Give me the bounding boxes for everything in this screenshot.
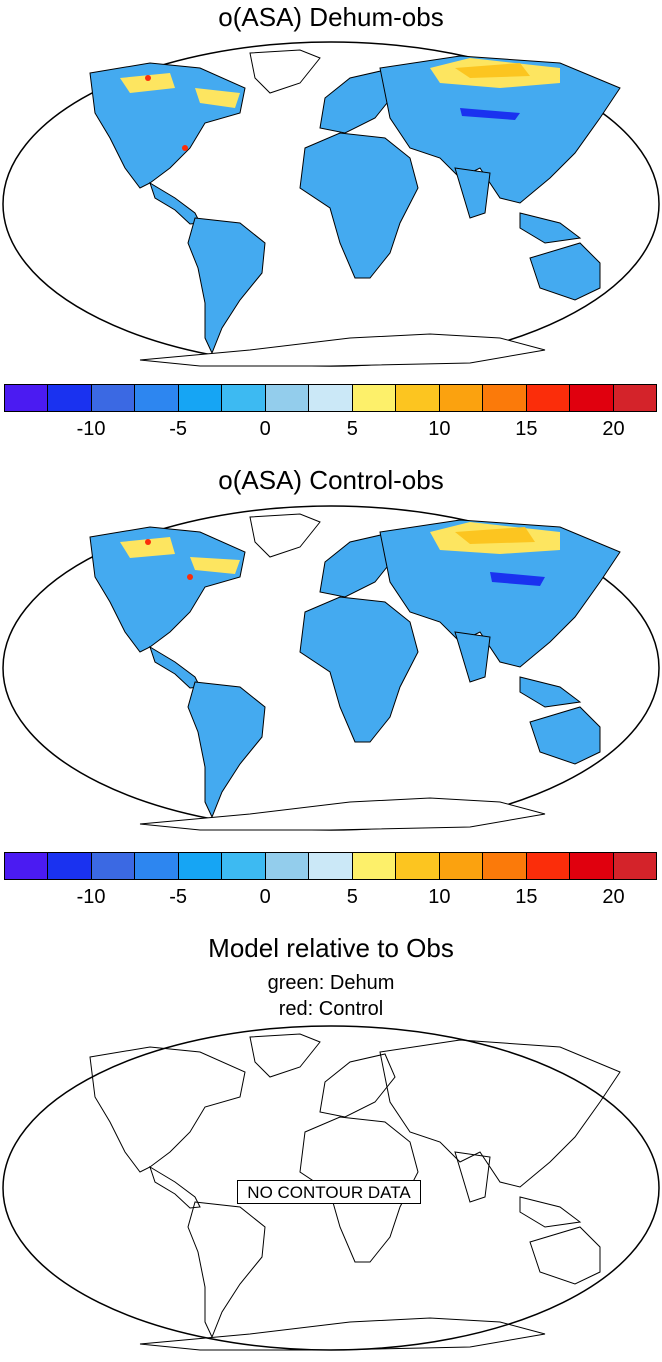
map-control-obs-content	[2, 505, 660, 831]
colorbar-tick-label: 20	[602, 418, 625, 440]
panel3-title: Model relative to Obs	[208, 933, 454, 963]
colorbar-box	[352, 853, 397, 879]
panel3-subtitle-control: red: Control	[278, 998, 384, 1020]
colorbar-box	[178, 385, 223, 411]
map-control-obs	[2, 505, 660, 831]
colorbar-tick-label: -10	[76, 418, 106, 440]
colorbar-tick-label: 0	[259, 886, 271, 908]
colorbar-box	[352, 385, 397, 411]
colorbar-box	[5, 853, 49, 879]
colorbar-box	[48, 385, 92, 411]
colorbar-box	[265, 853, 310, 879]
colorbar-box	[178, 853, 223, 879]
panel1-title: o(ASA) Dehum-obs	[218, 2, 444, 32]
colorbar-box	[309, 385, 353, 411]
colorbar-tick-label: 20	[602, 886, 625, 908]
colorbar-tick-label: 0	[259, 418, 271, 440]
colorbar-tick-label: 10	[428, 418, 451, 440]
colorbar-box	[222, 385, 266, 411]
colorbar-box	[439, 853, 484, 879]
colorbar-box	[439, 385, 484, 411]
colorbar-box	[396, 853, 440, 879]
colorbar-tick-label: 5	[346, 886, 358, 908]
colorbar-tick-label: -10	[76, 886, 106, 908]
colorbar-box	[483, 385, 527, 411]
colorbar-box	[265, 385, 310, 411]
colorbar-box	[570, 853, 614, 879]
colorbar-box	[309, 853, 353, 879]
colorbar-box	[526, 853, 571, 879]
colorbar-box	[396, 385, 440, 411]
colorbar-box	[135, 385, 179, 411]
colorbar-tick-label: 15	[515, 418, 538, 440]
colorbar-tick-label: -5	[169, 886, 188, 908]
colorbar-tick-label: 15	[515, 886, 538, 908]
panel2-title: o(ASA) Control-obs	[218, 465, 444, 495]
colorbar-box	[613, 385, 657, 411]
colorbar-box	[613, 853, 657, 879]
colorbar-box	[135, 853, 179, 879]
map-dehum-obs	[2, 41, 660, 367]
colorbar-box	[91, 385, 136, 411]
colorbar-1	[4, 384, 657, 412]
map-dehum-obs-content	[2, 41, 660, 367]
colorbar-1-labels: -10 -5 0 5 10 15 20	[4, 418, 657, 442]
colorbar-tick-label: 10	[428, 886, 451, 908]
colorbar-box	[526, 385, 571, 411]
no-contour-data-label: NO CONTOUR DATA	[237, 1180, 421, 1204]
colorbar-tick-label: 5	[346, 418, 358, 440]
colorbar-box	[570, 385, 614, 411]
colorbar-box	[91, 853, 136, 879]
colorbar-box	[48, 853, 92, 879]
panel3-subtitle-dehum: green: Dehum	[267, 972, 395, 994]
colorbar-2	[4, 852, 657, 880]
colorbar-box	[222, 853, 266, 879]
colorbar-2-labels: -10 -5 0 5 10 15 20	[4, 886, 657, 910]
colorbar-tick-label: -5	[169, 418, 188, 440]
colorbar-box	[483, 853, 527, 879]
colorbar-box	[5, 385, 49, 411]
